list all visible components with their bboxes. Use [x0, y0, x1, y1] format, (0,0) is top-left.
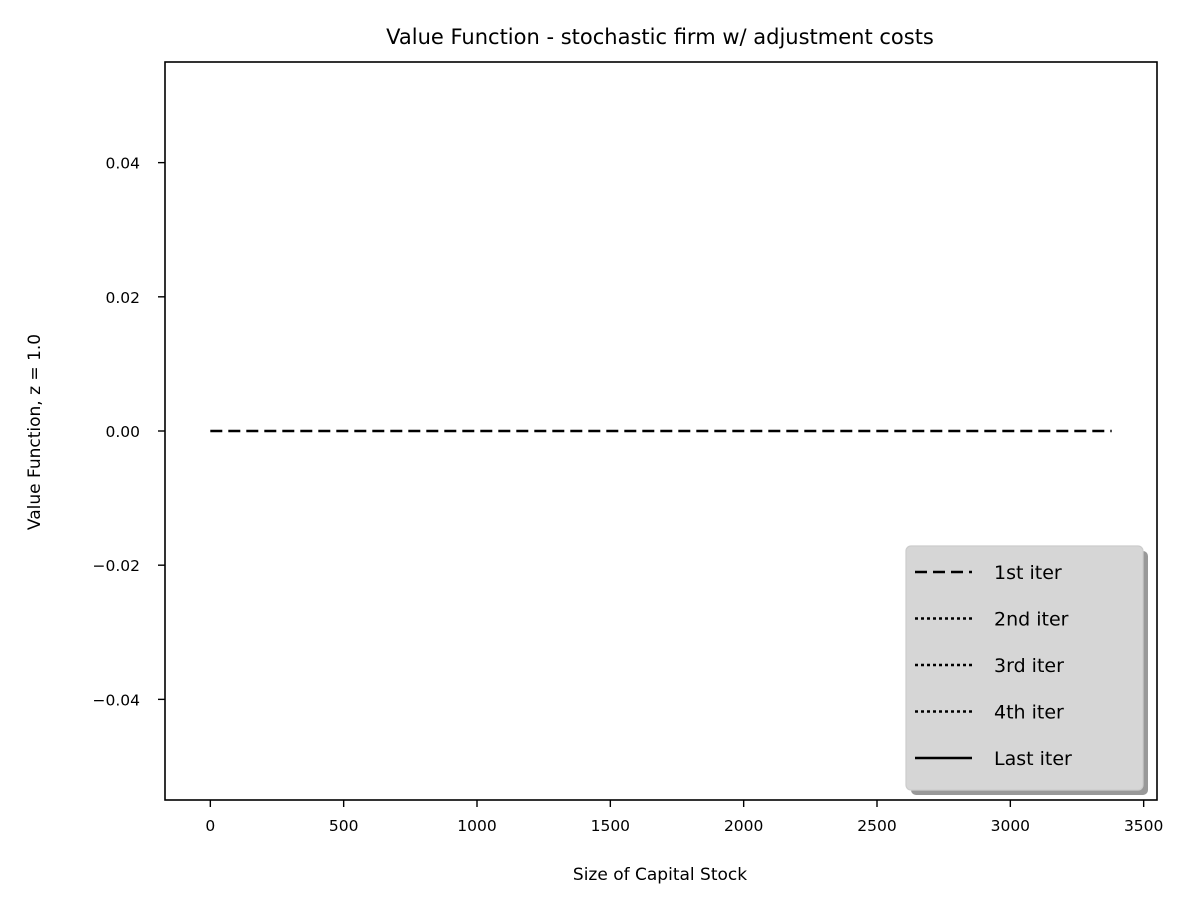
- x-tick-label: 3500: [1124, 817, 1163, 835]
- chart-title: Value Function - stochastic firm w/ adju…: [386, 25, 934, 49]
- x-tick-label: 1500: [591, 817, 630, 835]
- x-tick-label: 500: [329, 817, 359, 835]
- legend-label: 3rd iter: [994, 655, 1064, 677]
- legend-label: 2nd iter: [994, 609, 1069, 631]
- y-tick-label: −0.02: [93, 557, 141, 575]
- y-tick-label: 0.04: [105, 155, 140, 173]
- y-axis-label: Value Function, z = 1.0: [25, 334, 45, 530]
- x-tick-label: 1000: [457, 817, 496, 835]
- x-tick-label: 3000: [991, 817, 1030, 835]
- x-axis-label: Size of Capital Stock: [573, 865, 747, 885]
- y-tick-label: 0.00: [105, 423, 140, 441]
- x-tick-label: 0: [205, 817, 215, 835]
- x-tick-label: 2500: [857, 817, 896, 835]
- y-tick-label: 0.02: [105, 289, 140, 307]
- legend-label: 1st iter: [994, 562, 1062, 584]
- legend-box: [905, 545, 1144, 791]
- y-tick-label: −0.04: [93, 691, 141, 709]
- legend-label: Last iter: [994, 748, 1072, 770]
- legend-label: 4th iter: [994, 702, 1064, 724]
- x-tick-label: 2000: [724, 817, 763, 835]
- legend: 1st iter 2nd iter 3rd iter 4th iter Last ite…: [905, 545, 1148, 795]
- axes-layer: 0 500 1000 1500 2000 2500 3000 3500 0.04 0.02 0.00…: [93, 61, 1163, 835]
